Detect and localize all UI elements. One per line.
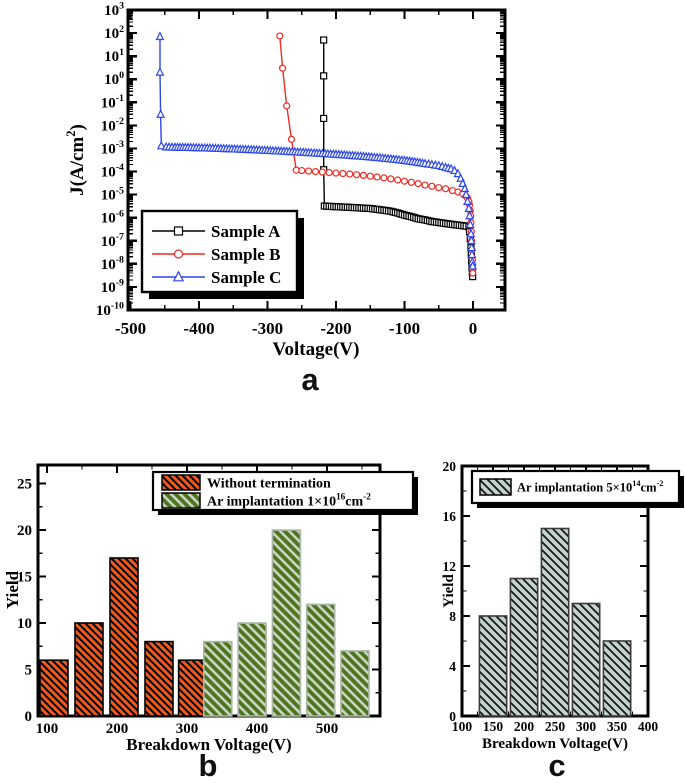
svg-text:0: 0 [449, 709, 456, 724]
svg-text:10: 10 [17, 616, 32, 632]
bar [237, 622, 267, 717]
svg-text:500: 500 [316, 721, 339, 737]
svg-text:102: 102 [104, 24, 124, 42]
svg-text:10-9: 10-9 [101, 278, 124, 296]
bar [109, 557, 139, 717]
bar [39, 659, 69, 717]
svg-text:400: 400 [246, 721, 269, 737]
bar [271, 529, 302, 717]
bar [571, 602, 601, 717]
bar [602, 640, 632, 717]
svg-text:100: 100 [36, 721, 59, 737]
y-axis-title-chart-b: Yield [3, 570, 22, 609]
legend-chart-c: Ar implantation 5×1014cm-2 [470, 469, 684, 508]
svg-text:Voltage(V): Voltage(V) [273, 339, 360, 360]
bar [305, 603, 336, 717]
yield-histogram-b: 100 200 300 400 500 0 5 10 15 20 25 Breakdown Volta… [3, 463, 418, 754]
jv-curve-plot: -500 -400 -300 -200 -100 0 103 102 101 100 10-1 10-… [64, 1, 507, 360]
svg-text:J(A/cm2): J(A/cm2) [64, 124, 88, 196]
svg-text:10-7: 10-7 [101, 231, 124, 249]
svg-text:10-5: 10-5 [101, 185, 124, 203]
svg-text:100: 100 [452, 719, 473, 734]
svg-text:Ar implantation 1×1016cm-2: Ar implantation 1×1016cm-2 [207, 492, 371, 510]
axes-chart-c: 100 150 200 250 300 350 400 0 4 8 12 16 20 Breakdown … [443, 459, 659, 752]
svg-text:250: 250 [545, 719, 566, 734]
svg-text:300: 300 [576, 719, 597, 734]
svg-text:-200: -200 [320, 319, 351, 338]
bar [177, 659, 208, 717]
svg-text:16: 16 [443, 509, 457, 524]
svg-text:-300: -300 [252, 319, 283, 338]
bar [540, 527, 570, 717]
svg-text:10-4: 10-4 [101, 162, 124, 180]
bar [509, 577, 539, 717]
svg-text:Ar implantation 5×1014cm-2: Ar implantation 5×1014cm-2 [517, 479, 663, 494]
svg-text:150: 150 [483, 719, 504, 734]
svg-text:8: 8 [449, 609, 456, 624]
svg-text:15: 15 [17, 570, 32, 586]
svg-text:Sample A: Sample A [211, 222, 281, 241]
svg-text:Yield: Yield [3, 570, 22, 609]
panel-label-c: c [548, 748, 566, 783]
bar [478, 615, 508, 717]
svg-text:10-2: 10-2 [101, 116, 124, 134]
legend-a: Sample A Sample B Sample C [140, 209, 304, 299]
svg-text:25: 25 [17, 477, 32, 493]
svg-text:5: 5 [25, 663, 33, 679]
bar [74, 622, 104, 717]
bar [340, 650, 370, 717]
svg-text:Sample C: Sample C [211, 268, 281, 287]
bar [203, 640, 233, 717]
svg-text:Yield: Yield [441, 574, 457, 608]
svg-text:10-3: 10-3 [101, 139, 124, 157]
axes-chart-b: 100 200 300 400 500 0 5 10 15 20 25 Breakdown Volta… [17, 463, 382, 754]
svg-text:10-10: 10-10 [96, 301, 124, 319]
svg-text:20: 20 [443, 459, 457, 474]
svg-text:Sample B: Sample B [211, 245, 280, 264]
y-axis-title-chart-c: Yield [441, 574, 457, 608]
svg-text:10-6: 10-6 [101, 208, 124, 226]
svg-text:200: 200 [106, 721, 129, 737]
axes-a: -500 -400 -300 -200 -100 0 103 102 101 100 10-1 10-… [96, 1, 507, 360]
yield-histogram-c: 100 150 200 250 300 350 400 0 4 8 12 16 20 Breakdown … [441, 459, 684, 752]
svg-text:10-1: 10-1 [101, 93, 124, 111]
bar-series-chart-c-0 [478, 527, 632, 717]
svg-text:300: 300 [176, 721, 199, 737]
svg-text:200: 200 [514, 719, 535, 734]
svg-text:4: 4 [449, 659, 456, 674]
svg-text:103: 103 [104, 1, 124, 19]
y-axis-title-a: J(A/cm2) [64, 124, 88, 196]
svg-text:Without termination: Without termination [207, 477, 331, 492]
panel-label-b: b [198, 748, 218, 783]
svg-text:400: 400 [638, 719, 659, 734]
svg-text:Breakdown Voltage(V): Breakdown Voltage(V) [126, 735, 291, 754]
bar [144, 640, 174, 717]
svg-text:10-8: 10-8 [101, 255, 124, 273]
svg-text:-400: -400 [183, 319, 214, 338]
bar-series-chart-b-0 [39, 557, 208, 717]
svg-text:12: 12 [443, 559, 457, 574]
series-sample-c [155, 31, 478, 270]
svg-text:101: 101 [104, 47, 124, 65]
svg-text:-500: -500 [115, 319, 146, 338]
svg-text:0: 0 [469, 319, 478, 338]
bar-series-chart-b-1 [203, 529, 370, 717]
svg-text:-100: -100 [389, 319, 420, 338]
svg-text:350: 350 [607, 719, 628, 734]
svg-text:0: 0 [25, 709, 33, 725]
panel-label-a: a [301, 362, 319, 397]
svg-text:20: 20 [17, 523, 32, 539]
svg-text:Breakdown Voltage(V): Breakdown Voltage(V) [482, 736, 628, 752]
svg-text:100: 100 [104, 70, 124, 88]
